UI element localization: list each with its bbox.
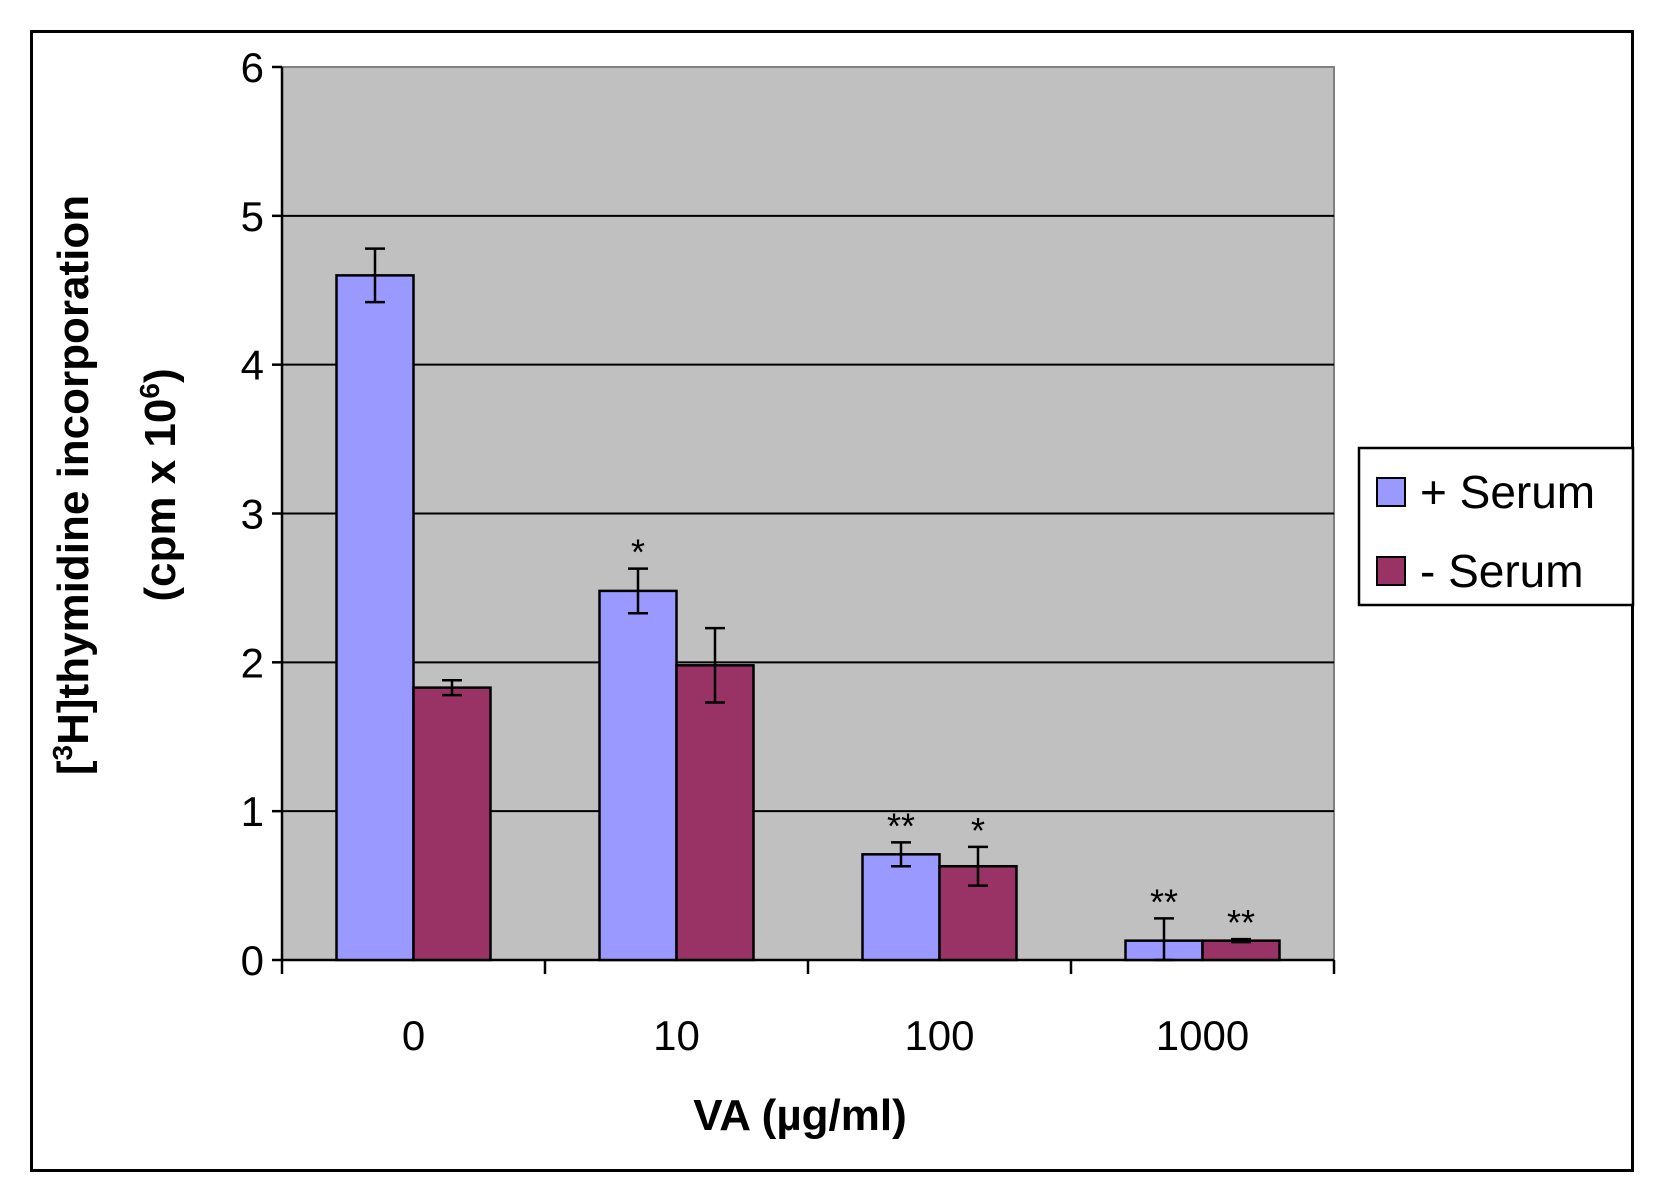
y-tick-label: 0 xyxy=(241,937,264,984)
y-tick-label: 5 xyxy=(241,193,264,240)
y-axis-title-line2: (cpm x 106) xyxy=(134,368,185,601)
y-tick-label: 1 xyxy=(241,788,264,835)
y-axis-title-line1: [3H]thymidine incorporation xyxy=(47,195,98,775)
bar xyxy=(412,686,492,962)
significance-label: ** xyxy=(1227,902,1255,943)
legend-swatch-plus-serum xyxy=(1376,477,1406,507)
y-tick-label: 6 xyxy=(241,44,264,91)
legend-swatch-minus-serum xyxy=(1376,556,1406,586)
significance-label: ** xyxy=(1150,881,1178,922)
x-tick-label: 1000 xyxy=(1156,1012,1249,1059)
legend: + Serum - Serum xyxy=(1357,446,1635,607)
bar xyxy=(1201,939,1281,962)
significance-label: * xyxy=(631,532,645,573)
bar xyxy=(675,664,755,962)
x-tick-label: 10 xyxy=(653,1012,700,1059)
x-tick-label: 0 xyxy=(402,1012,425,1059)
bar xyxy=(598,589,678,962)
x-tick-label: 100 xyxy=(904,1012,974,1059)
bar xyxy=(335,274,415,962)
significance-label: ** xyxy=(887,805,915,846)
x-axis-title: VA (µg/ml) xyxy=(693,1091,907,1140)
significance-label: * xyxy=(971,810,985,851)
legend-label-plus-serum: + Serum xyxy=(1420,466,1595,518)
y-tick-label: 4 xyxy=(241,342,264,389)
y-tick-label: 3 xyxy=(241,491,264,538)
y-tick-label: 2 xyxy=(241,639,264,686)
legend-label-minus-serum: - Serum xyxy=(1420,545,1584,597)
bar xyxy=(861,853,941,962)
